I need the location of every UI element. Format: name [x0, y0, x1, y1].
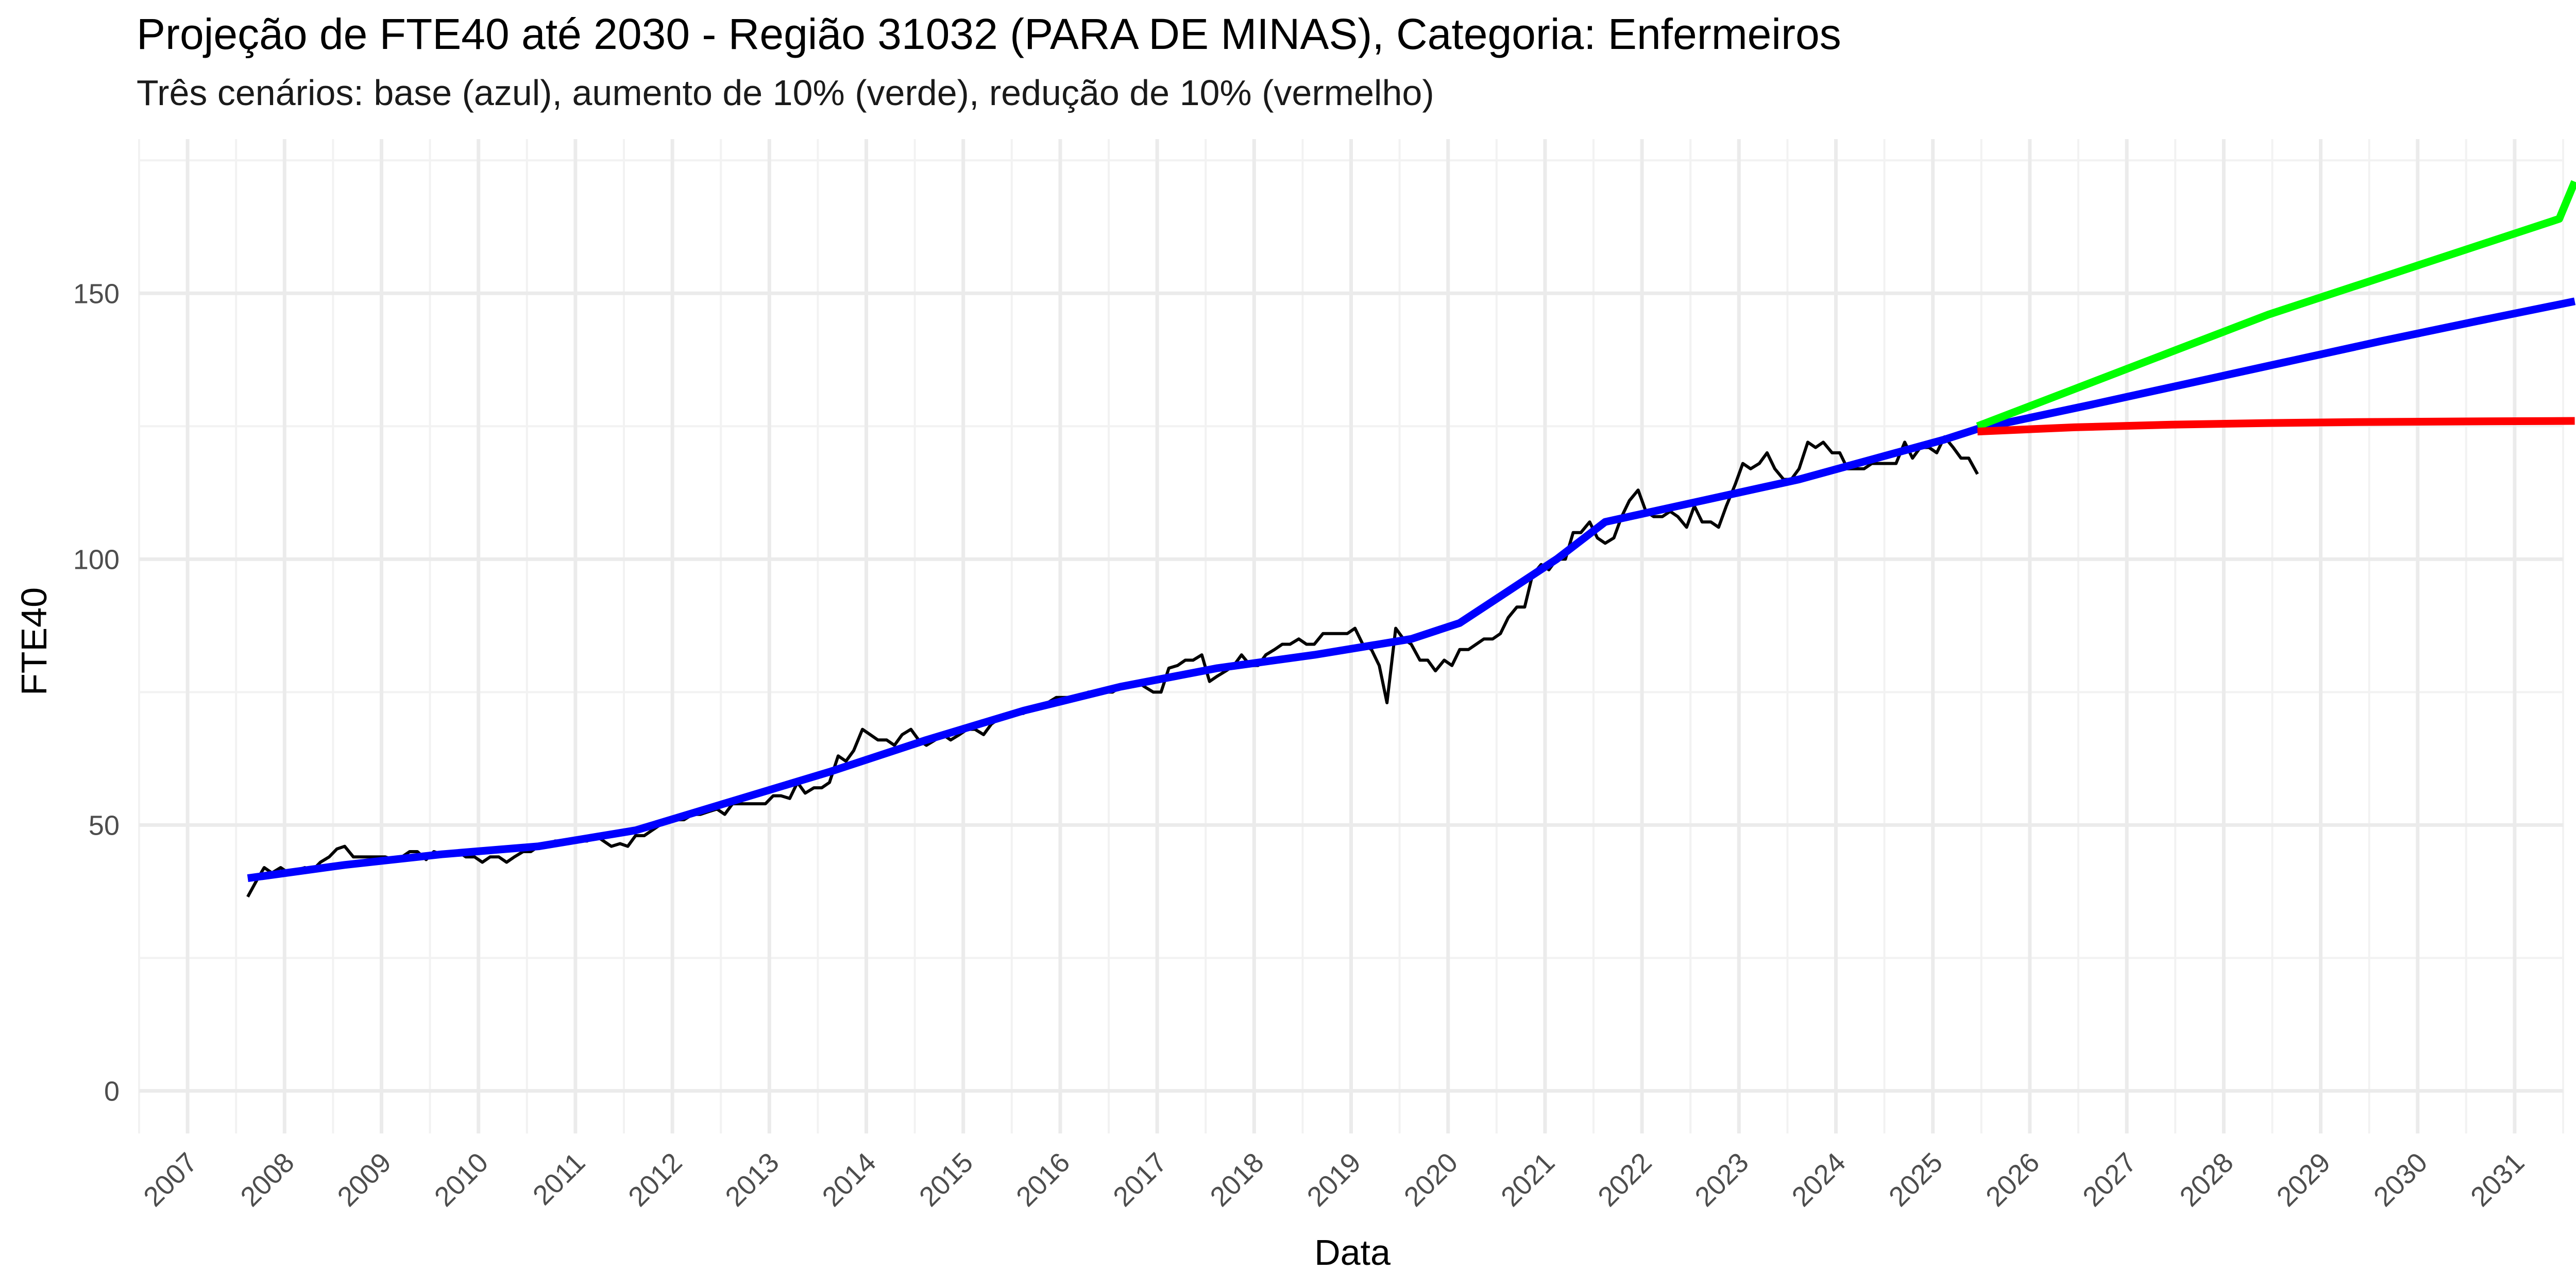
x-tick-label: 2030 [2368, 1147, 2433, 1212]
x-tick-label: 2010 [429, 1147, 494, 1212]
y-tick-label: 50 [89, 810, 120, 841]
x-tick-label: 2023 [1689, 1147, 1754, 1212]
x-tick-label: 2022 [1592, 1147, 1657, 1212]
x-tick-label: 2009 [332, 1147, 397, 1212]
x-tick-label: 2012 [622, 1147, 688, 1212]
x-tick-label: 2008 [234, 1147, 300, 1212]
x-tick-label: 2028 [2174, 1147, 2239, 1212]
x-tick-label: 2031 [2465, 1147, 2530, 1212]
x-tick-label: 2025 [1883, 1147, 1948, 1212]
series-line-increase [1976, 180, 2576, 430]
chart-subtitle: Três cenários: base (azul), aumento de 1… [137, 73, 1434, 113]
x-tick-label: 2007 [138, 1147, 203, 1212]
y-axis-title: FTE40 [14, 587, 54, 696]
x-tick-label: 2013 [719, 1147, 785, 1212]
x-tick-label: 2021 [1495, 1147, 1561, 1212]
x-tick-label: 2027 [2077, 1147, 2142, 1212]
x-tick-label: 2011 [527, 1147, 591, 1211]
y-tick-label: 0 [104, 1076, 120, 1107]
x-tick-label: 2014 [817, 1147, 882, 1212]
series-group [246, 180, 2576, 898]
x-tick-label: 2019 [1301, 1147, 1367, 1212]
y-tick-label: 100 [73, 544, 120, 575]
x-tick-label: 2024 [1786, 1147, 1852, 1212]
x-tick-label: 2016 [1010, 1147, 1076, 1212]
x-tick-label: 2015 [913, 1147, 979, 1212]
x-tick-label: 2020 [1398, 1147, 1464, 1212]
y-tick-label: 150 [73, 278, 120, 309]
x-tick-label: 2029 [2271, 1147, 2336, 1212]
x-tick-label: 2017 [1107, 1147, 1173, 1212]
series-line-observed [246, 435, 1979, 898]
grid [138, 139, 2564, 1133]
series-line-decrease [1977, 417, 2575, 436]
series-line-base [247, 297, 2576, 883]
x-tick-label: 2018 [1204, 1147, 1269, 1212]
x-axis-title: Data [1314, 1232, 1391, 1273]
x-tick-label: 2026 [1980, 1147, 2045, 1212]
chart-title: Projeção de FTE40 até 2030 - Região 3103… [137, 10, 1841, 58]
